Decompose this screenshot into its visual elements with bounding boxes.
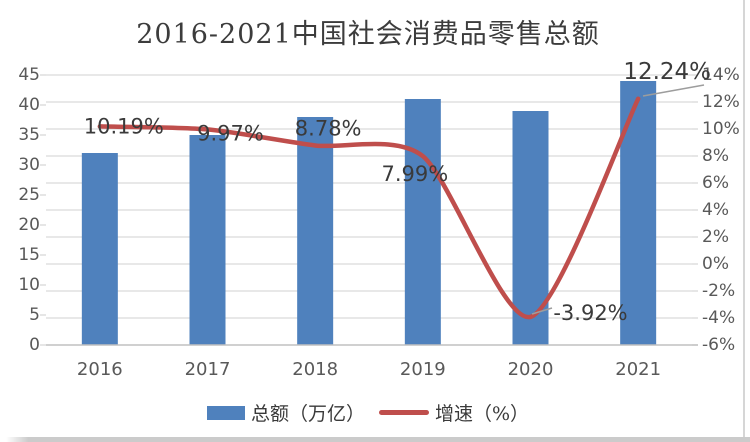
bar-2017 [189,135,226,345]
left-axis-label: 35 [18,125,40,145]
card-bottom-shadow [6,437,750,442]
left-axis-label: 25 [18,185,40,205]
right-axis-label: 8% [702,146,729,166]
x-axis-label-2020: 2020 [508,359,554,380]
left-axis-label: 45 [18,65,40,85]
right-axis-label: 14% [702,65,740,85]
right-axis-label: 6% [702,173,729,193]
right-axis-label: 10% [702,119,740,139]
legend-label-total: 总额（万亿） [250,403,365,425]
legend: 总额（万亿） 增速（%） [0,399,736,426]
bar-2016 [81,153,118,345]
right-axis-label: -2% [702,281,735,301]
legend-item-growth: 增速（%） [378,399,530,426]
label-leader-line [531,307,553,315]
left-axis-label: 5 [29,305,40,325]
growth-line [97,96,641,320]
legend-bar-swatch-icon [206,405,245,420]
x-axis-label-2017: 2017 [185,359,231,380]
data-label-2020: -3.92% [553,301,627,325]
chart-title: 2016-2021中国社会消费品零售总额 [136,19,600,50]
left-axis-label: 15 [18,245,40,265]
left-axis-label: 10 [18,275,40,295]
right-axis-label: -4% [702,308,735,328]
right-axis-label: 2% [702,227,729,247]
data-label-2017: 9.97% [197,121,264,145]
card-right-shadow [743,0,745,437]
bar-2019 [404,99,441,345]
data-label-2018: 8.78% [295,116,362,140]
data-label-2019: 7.99% [381,162,448,186]
legend-line-swatch-icon [378,410,429,415]
x-axis-label-2019: 2019 [400,359,446,380]
right-axis-label: -6% [702,335,735,355]
left-axis-label: 30 [18,155,40,175]
left-axis-label: 20 [18,215,40,235]
right-axis-label: 0% [702,254,729,274]
x-axis-label-2016: 2016 [77,359,123,380]
right-axis-label: 12% [702,92,740,112]
bar-2018 [297,117,334,345]
x-axis-label-2021: 2021 [615,359,661,380]
right-axis-label: 4% [702,200,729,220]
legend-item-total: 总额（万亿） [206,399,365,426]
data-label-2016: 10.19% [84,114,164,138]
legend-label-growth: 增速（%） [434,403,530,425]
x-axis-label-2018: 2018 [292,359,338,380]
data-label-2021: 12.24% [623,59,711,85]
label-leader-line [642,84,705,97]
left-axis-label: 0 [29,335,40,355]
left-axis-label: 40 [18,95,40,115]
